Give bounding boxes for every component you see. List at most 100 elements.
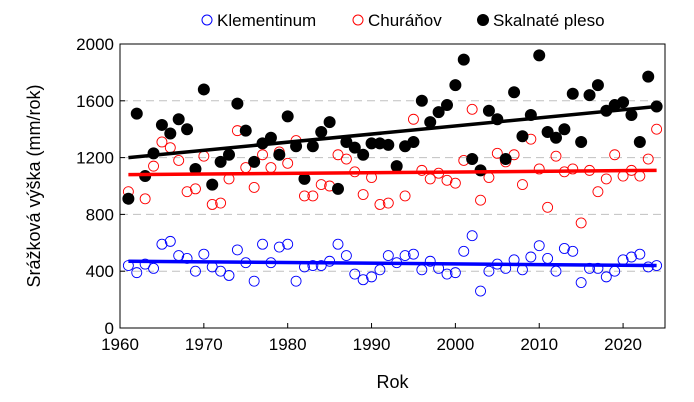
klementinum-point <box>122 260 134 271</box>
y-tick-label: 400 <box>86 262 114 281</box>
klementinum-point <box>424 255 436 267</box>
churanov-point <box>517 179 528 191</box>
churanov-point <box>399 190 411 202</box>
klementinum-point <box>374 264 386 276</box>
skalnate-pleso-point <box>306 140 319 153</box>
klementinum-point <box>257 238 268 250</box>
skalnate-pleso-point <box>239 124 252 137</box>
churanov-point <box>600 173 612 185</box>
skalnate-pleso-point <box>407 135 420 148</box>
churanov-point <box>307 190 319 202</box>
skalnate-pleso-point <box>583 89 596 102</box>
churanov-point <box>265 162 277 173</box>
skalnate-pleso-point <box>273 148 286 161</box>
klementinum-point <box>600 271 612 283</box>
klementinum-point <box>399 250 411 262</box>
skalnate-pleso-point <box>550 131 562 144</box>
klementinum-point <box>223 270 235 281</box>
churanov-point <box>257 149 268 161</box>
churanov-point <box>374 199 386 210</box>
klementinum-point <box>307 260 319 271</box>
skalnate-pleso-point <box>625 109 638 121</box>
churanov-legend-marker <box>352 14 364 26</box>
skalnate-pleso-point <box>197 83 210 96</box>
skalnate-pleso-point <box>281 110 294 123</box>
x-tick-label: 2000 <box>436 335 474 354</box>
x-tick-label: 2020 <box>604 335 642 354</box>
klementinum-legend-marker <box>201 14 213 26</box>
x-tick-label: 1990 <box>353 335 391 354</box>
y-tick-label: 800 <box>86 205 114 224</box>
klementinum-point <box>357 274 369 286</box>
skalnate-pleso-point <box>516 130 529 143</box>
skalnate-pleso-point <box>617 96 630 109</box>
klementinum-point <box>273 241 285 253</box>
skalnate-pleso-point <box>382 138 395 151</box>
skalnate-pleso-trend-line <box>128 104 657 160</box>
skalnate-pleso-point <box>415 94 428 107</box>
x-tick-label: 1980 <box>269 335 307 354</box>
skalnate-pleso-point <box>499 153 512 166</box>
y-tick-label: 1200 <box>76 149 114 168</box>
churanov-point <box>139 193 151 205</box>
churanov-point <box>550 150 562 162</box>
skalnate-pleso-point <box>323 116 336 129</box>
churanov-point <box>164 142 176 154</box>
churanov-point <box>206 199 218 210</box>
klementinum-point <box>458 245 470 257</box>
klementinum-point <box>533 240 545 252</box>
klementinum-point <box>475 285 486 297</box>
churanov-point <box>651 123 663 135</box>
x-tick-label: 2010 <box>520 335 558 354</box>
skalnate-pleso-point <box>533 49 546 62</box>
skalnate-pleso-legend-marker <box>477 14 489 26</box>
y-tick-label: 0 <box>105 319 114 338</box>
klementinum-point <box>466 230 478 242</box>
skalnate-pleso-point <box>466 153 479 166</box>
klementinum-point <box>483 265 495 277</box>
churanov-point <box>416 164 428 176</box>
churanov-point <box>449 177 461 189</box>
skalnate-pleso-point <box>575 135 588 148</box>
churanov-point <box>575 217 587 229</box>
trend-lines <box>128 104 657 268</box>
klementinum-trend-line <box>128 259 657 268</box>
skalnate-pleso-point <box>591 79 604 92</box>
skalnate-pleso-point <box>214 155 227 168</box>
churanov-point <box>466 103 478 115</box>
churanov-point <box>248 181 260 193</box>
klementinum-point <box>148 262 159 274</box>
churanov-point <box>357 189 369 200</box>
skalnate-pleso-point <box>441 99 453 112</box>
churanov-point <box>542 201 554 213</box>
churanov-point <box>148 160 159 172</box>
klementinum-point <box>517 264 528 276</box>
skalnate-pleso-point <box>206 178 219 191</box>
skalnate-pleso-point <box>298 172 311 185</box>
klementinum-point <box>441 268 453 280</box>
skalnate-pleso-point <box>264 131 277 144</box>
churanov-point <box>609 149 621 161</box>
x-axis-label: Rok <box>376 372 409 392</box>
klementinum-point <box>156 238 168 250</box>
klementinum-point <box>282 238 294 250</box>
legend: Klementinum Churáňov Skalnaté pleso <box>201 11 605 30</box>
y-axis-label: Srážková výška (mm/rok) <box>24 84 44 287</box>
klementinum-point <box>248 275 260 287</box>
skalnate-pleso-point <box>642 70 655 83</box>
churanov-point <box>475 194 486 206</box>
axis-ticks: 0 400 800 1200 1600 2000 1960 1970 1980 1990 2000 2… <box>76 35 642 354</box>
klementinum-point <box>131 267 143 279</box>
klementinum-point <box>626 251 637 263</box>
klementinum-point <box>340 250 352 262</box>
skalnate-pleso-point <box>424 116 437 129</box>
klementinum-point <box>525 251 537 263</box>
skalnate-pleso-point <box>541 126 554 139</box>
klementinum-point <box>416 264 428 276</box>
klementinum-point <box>542 252 554 264</box>
skalnate-pleso-point <box>558 123 571 136</box>
klementinum-point <box>366 271 377 283</box>
churanov-point <box>340 153 352 165</box>
grid-lines <box>120 100 665 272</box>
skalnate-pleso-point <box>566 87 579 100</box>
